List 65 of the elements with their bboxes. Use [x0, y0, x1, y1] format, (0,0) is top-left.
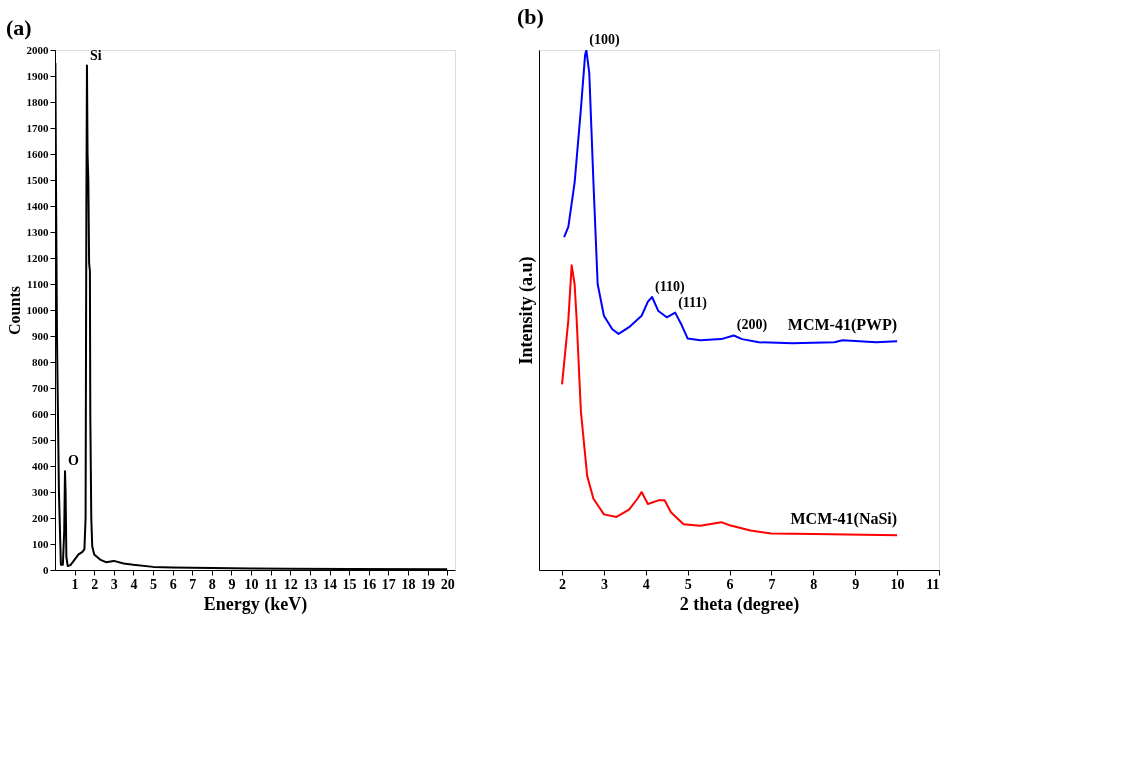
x-tick-label: 6: [169, 576, 177, 592]
x-tick-label: 15: [342, 576, 357, 592]
x-tick-label: 20: [440, 576, 455, 592]
x-tick-label: 4: [642, 576, 650, 592]
chart-title: (a): [6, 15, 32, 40]
y-tick-label: 1600: [26, 147, 49, 160]
x-tick-label: 12: [283, 576, 298, 592]
x-tick-label: 19: [421, 576, 436, 592]
x-tick-label: 3: [600, 576, 608, 592]
y-tick-label: 1500: [26, 173, 49, 186]
x-axis-title: Energy (keV): [203, 593, 308, 615]
x-tick-label: 10: [890, 576, 905, 592]
x-tick-label: 18: [401, 576, 416, 592]
x-tick-label: 7: [189, 576, 197, 592]
y-tick-label: 500: [32, 433, 49, 446]
x-tick-label: 13: [303, 576, 318, 592]
y-tick-label: 1200: [26, 251, 49, 264]
x-tick-label: 8: [208, 576, 216, 592]
x-axis-title: 2 theta (degree): [679, 593, 800, 615]
x-tick-label: 11: [264, 576, 278, 592]
x-tick-label: 8: [810, 576, 818, 592]
annotation: (200): [736, 317, 768, 334]
x-tick-label: 5: [684, 576, 692, 592]
y-tick-label: 300: [32, 485, 49, 498]
y-tick-label: 700: [32, 381, 49, 394]
y-tick-label: 2000: [26, 43, 49, 56]
series-label: MCM-41(NaSi): [790, 510, 898, 529]
y-tick-label: 1100: [27, 277, 49, 290]
x-tick-label: 2: [91, 576, 99, 592]
y-tick-label: 600: [32, 407, 49, 420]
y-axis-title: Intensity (a.u): [515, 256, 537, 365]
y-tick-label: 900: [32, 329, 49, 342]
y-tick-label: 400: [32, 459, 49, 472]
y-tick-label: 100: [32, 537, 49, 550]
x-tick-label: 5: [150, 576, 158, 592]
x-tick-label: 1: [71, 576, 79, 592]
x-tick-label: 14: [323, 576, 338, 592]
y-axis-title: Counts: [5, 286, 23, 335]
y-tick-label: 1800: [26, 95, 49, 108]
annotation: (110): [655, 279, 685, 295]
x-tick-label: 3: [110, 576, 118, 592]
annotation: O: [68, 453, 79, 469]
y-tick-label: 0: [43, 563, 49, 576]
x-tick-label: 9: [228, 576, 236, 592]
x-tick-label: 7: [768, 576, 776, 592]
y-tick-label: 1900: [26, 69, 49, 82]
x-tick-label: 17: [381, 576, 396, 592]
annotation: (100): [589, 32, 620, 48]
y-tick-label: 1400: [26, 199, 49, 212]
annotation: Si: [89, 47, 102, 63]
x-tick-label: 11: [926, 576, 940, 592]
y-tick-label: 800: [32, 355, 49, 368]
y-tick-label: 1300: [26, 225, 49, 238]
chart-title: (b): [517, 4, 544, 29]
x-tick-label: 2: [559, 576, 567, 592]
y-tick-label: 1000: [26, 303, 49, 316]
x-tick-label: 9: [852, 576, 860, 592]
annotation: (111): [678, 294, 708, 311]
series-label: MCM-41(PWP): [787, 316, 898, 335]
y-tick-label: 200: [32, 511, 49, 524]
x-tick-label: 16: [362, 576, 377, 592]
x-tick-label: 4: [130, 576, 138, 592]
y-tick-label: 1700: [26, 121, 49, 134]
x-tick-label: 10: [244, 576, 259, 592]
x-tick-label: 6: [726, 576, 734, 592]
